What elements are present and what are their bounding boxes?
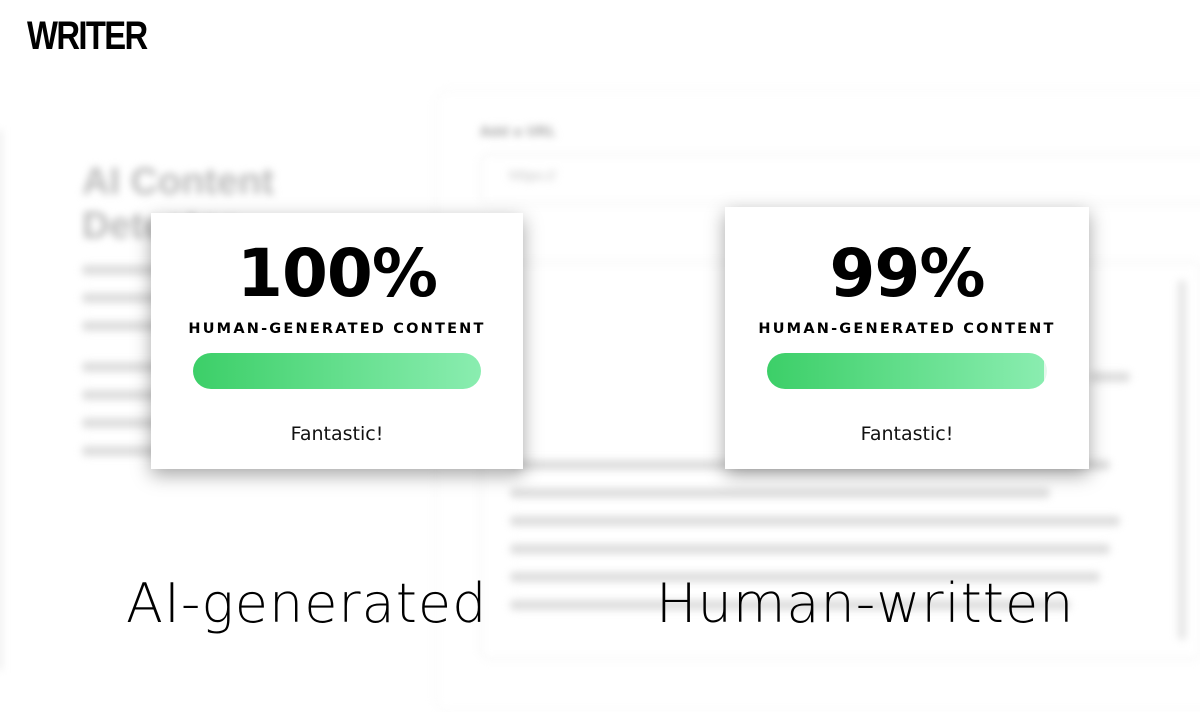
result-card-human: 99% HUMAN-GENERATED CONTENT Fantastic! xyxy=(725,207,1089,469)
caption-human-written: Human-written xyxy=(656,572,1075,635)
text-line xyxy=(510,572,1100,582)
score-percent: 100% xyxy=(237,235,438,312)
score-progress-bar xyxy=(193,353,481,389)
text-line xyxy=(510,488,1050,498)
score-percent: 99% xyxy=(829,235,986,312)
score-label: HUMAN-GENERATED CONTENT xyxy=(188,321,486,337)
panel-edge xyxy=(0,130,2,670)
score-verdict: Fantastic! xyxy=(860,423,954,445)
url-placeholder: https:// xyxy=(509,169,556,184)
text-line xyxy=(510,600,1070,610)
url-label: Add a URL xyxy=(480,125,556,140)
text-line xyxy=(1090,372,1130,382)
score-label: HUMAN-GENERATED CONTENT xyxy=(758,321,1056,337)
text-line xyxy=(510,516,1120,526)
scrollbar[interactable] xyxy=(1178,280,1186,640)
score-verdict: Fantastic! xyxy=(290,423,384,445)
score-progress-bar xyxy=(767,353,1047,389)
text-line xyxy=(510,544,1110,554)
caption-ai-generated: AI-generated xyxy=(126,572,488,635)
writer-logo: WRITER xyxy=(27,14,148,58)
url-input[interactable]: https:// xyxy=(480,154,1200,204)
result-card-ai: 100% HUMAN-GENERATED CONTENT Fantastic! xyxy=(151,213,523,469)
